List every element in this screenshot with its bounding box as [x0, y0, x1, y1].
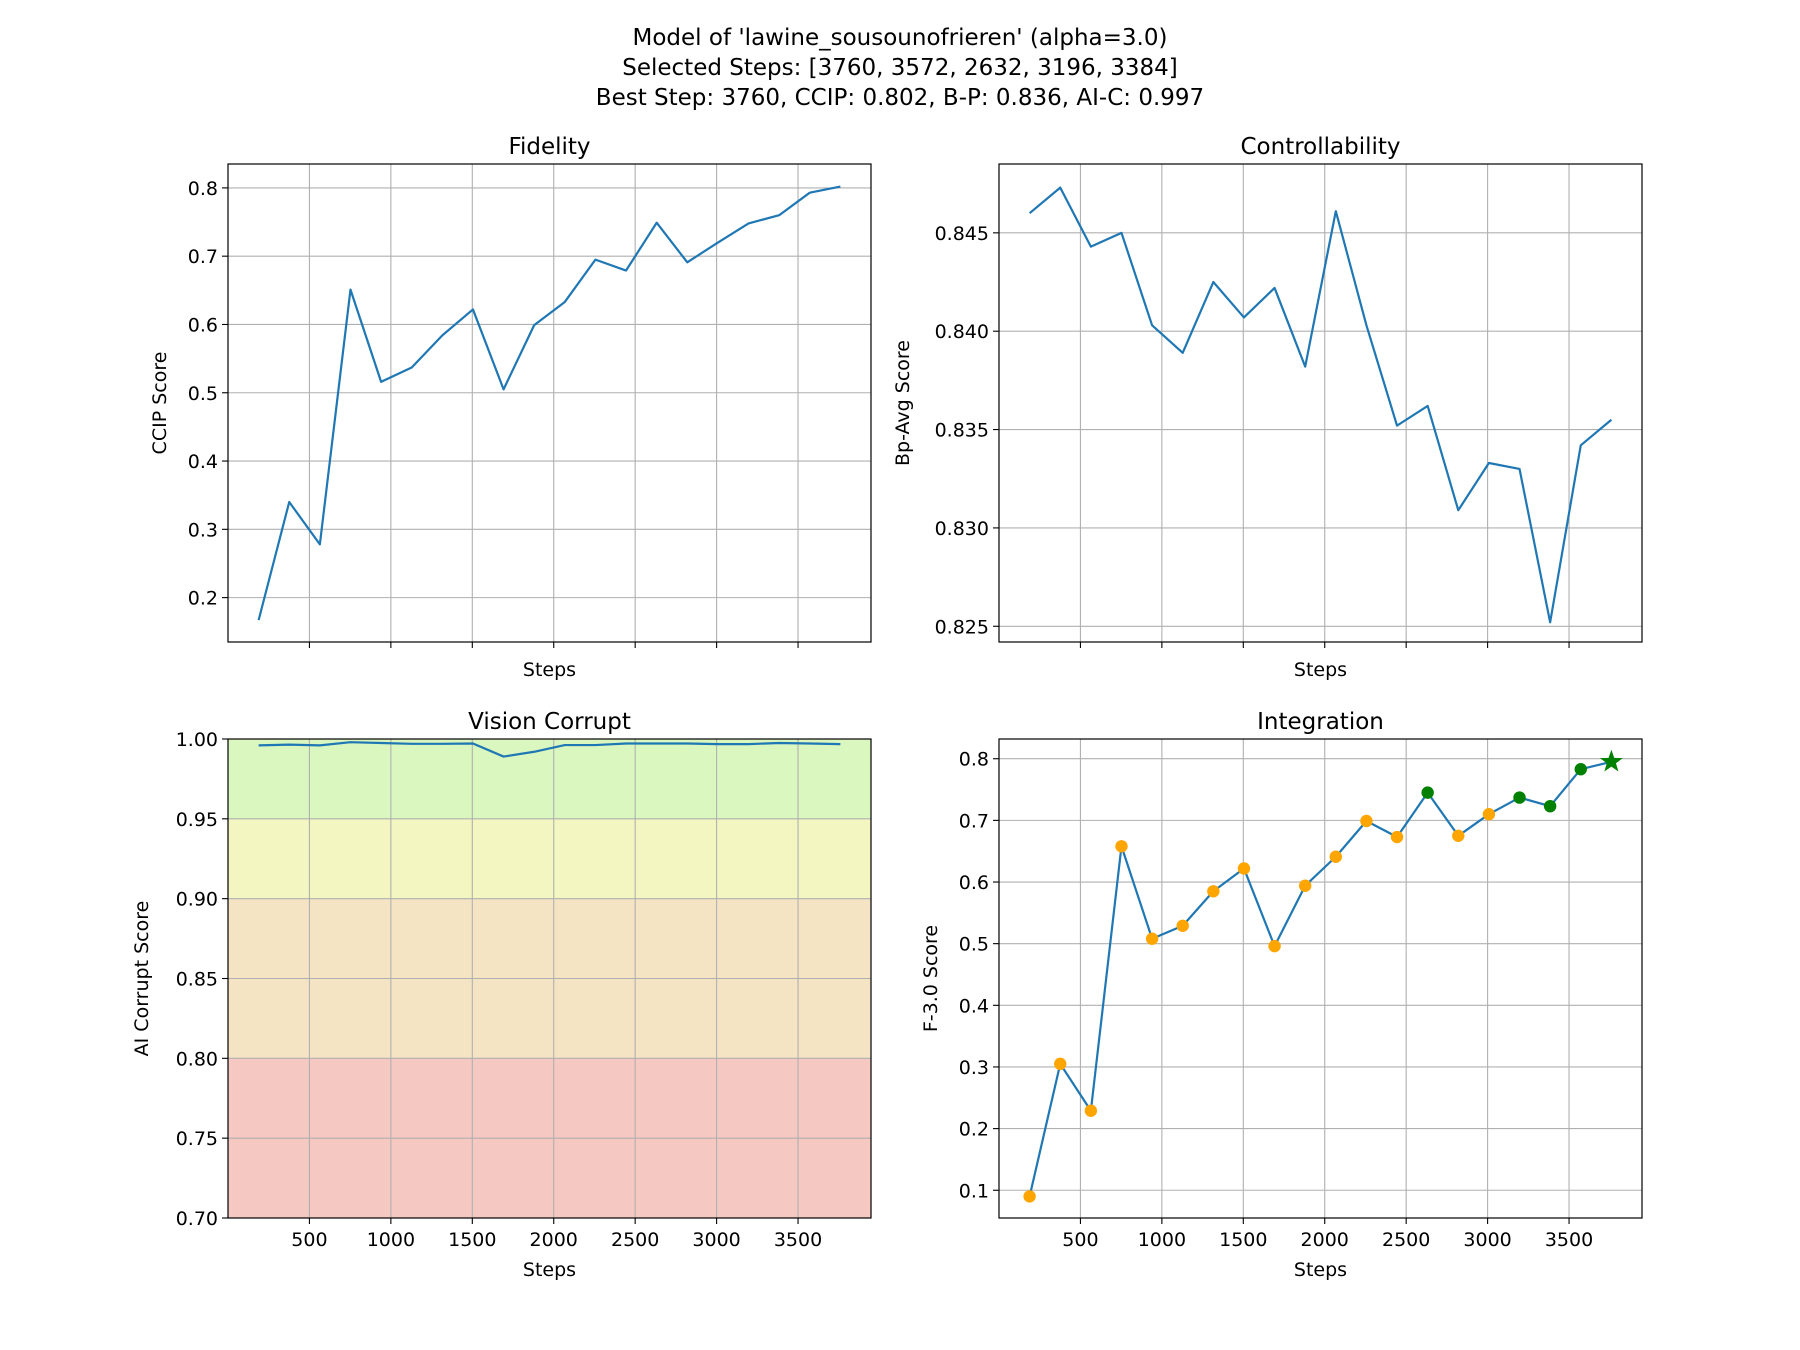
vision-corrupt-band-0: [228, 739, 871, 819]
integration-ytick-label-5: 0.6: [959, 872, 989, 894]
integration-xtick-label-2: 1500: [1219, 1229, 1267, 1251]
vision-corrupt-ytick-label-3: 0.85: [176, 969, 218, 991]
vision-corrupt-xlabel: Steps: [523, 1259, 576, 1281]
vision-corrupt-xtick-label-3: 2000: [530, 1229, 578, 1251]
controllability-ytick-label-1: 0.830: [935, 518, 989, 540]
integration-xtick-label-0: 500: [1062, 1229, 1098, 1251]
fidelity-ytick-label-6: 0.8: [188, 178, 218, 200]
vision-corrupt-ytick-label-4: 0.90: [176, 889, 218, 911]
controllability-xlabel: Steps: [1294, 659, 1347, 681]
fidelity-series-line: [257, 185, 841, 621]
integration-xtick-label-1: 1000: [1138, 1229, 1186, 1251]
integration-ytick-label-7: 0.8: [959, 749, 989, 771]
integration-ytick-label-2: 0.3: [959, 1057, 989, 1079]
integration-ytick-label-3: 0.4: [959, 995, 989, 1017]
integration-ytick-label-6: 0.7: [959, 810, 989, 832]
vision-corrupt-series-line: [258, 741, 841, 758]
fidelity-ylabel: CCIP Score: [149, 352, 171, 455]
controllability-ytick-label-3: 0.840: [935, 321, 989, 343]
integration-ylabel: F-3.0 Score: [920, 925, 942, 1032]
integration-point-3: [1115, 840, 1128, 853]
integration-point-5: [1176, 919, 1189, 932]
controllability-ytick-label-4: 0.845: [935, 223, 989, 245]
integration-series-line: [1028, 760, 1612, 1197]
fidelity-title: Fidelity: [508, 134, 590, 160]
fidelity-ytick-label-0: 0.2: [188, 588, 218, 610]
integration-xtick-label-5: 3000: [1463, 1229, 1511, 1251]
integration-ytick-label-4: 0.5: [959, 934, 989, 956]
fidelity-ytick-label-2: 0.4: [188, 451, 218, 473]
integration-point-8: [1268, 939, 1281, 953]
integration-point-6: [1207, 885, 1220, 898]
vision-corrupt-panel: 500 1000 1500 2000 2500 3000 3500 0.70 0.75 0.80 0…: [131, 709, 872, 1281]
integration-point-4: [1145, 932, 1159, 945]
integration-point-7: [1237, 862, 1251, 875]
controllability-axes-frame: [998, 163, 1643, 643]
figure-title-line-2: Selected Steps: [3760, 3572, 2632, 3196,…: [622, 55, 1178, 81]
integration-panel: 500 1000 1500 2000 2500 3000 3500 0.1 0.2 0.3 0.4 0…: [920, 709, 1643, 1281]
fidelity-ytick-label-4: 0.6: [188, 314, 218, 336]
integration-point-18: [1574, 763, 1587, 776]
fidelity-ytick-label-3: 0.5: [188, 383, 218, 405]
integration-point-11: [1360, 814, 1373, 828]
integration-point-15: [1482, 808, 1496, 821]
integration-best-star-marker: [1599, 749, 1623, 772]
vision-corrupt-xtick-label-6: 3500: [774, 1229, 822, 1251]
controllability-series-line: [1028, 186, 1613, 624]
figure-title: Model of 'lawine_sousounofrieren' (alpha…: [596, 25, 1204, 111]
integration-point-16: [1513, 791, 1526, 804]
vision-corrupt-xtick-label-1: 1000: [367, 1229, 415, 1251]
vision-corrupt-ylabel: AI Corrupt Score: [131, 901, 153, 1057]
controllability-title: Controllability: [1240, 134, 1400, 160]
integration-point-13: [1421, 786, 1434, 799]
vision-corrupt-ytick-label-1: 0.75: [176, 1128, 218, 1150]
integration-point-1: [1054, 1057, 1067, 1071]
controllability-ytick-label-0: 0.825: [935, 616, 989, 638]
fidelity-panel: 0.2 0.3 0.4 0.5 0.6 0.7 0.8 Fidelity Steps CCIP S…: [149, 134, 872, 681]
vision-corrupt-xtick-label-5: 3000: [692, 1229, 740, 1251]
vision-corrupt-ytick-label-5: 0.95: [176, 809, 218, 831]
vision-corrupt-band-1: [228, 818, 871, 899]
integration-point-0: [1023, 1190, 1036, 1203]
integration-xtick-label-3: 2000: [1301, 1229, 1349, 1251]
controllability-ytick-label-2: 0.835: [935, 420, 989, 442]
integration-xtick-label-4: 2500: [1382, 1229, 1430, 1251]
integration-xlabel: Steps: [1294, 1259, 1347, 1281]
vision-corrupt-xtick-label-4: 2500: [611, 1229, 659, 1251]
integration-title: Integration: [1257, 709, 1384, 735]
fidelity-ytick-label-5: 0.7: [188, 246, 218, 268]
integration-xtick-label-6: 3500: [1545, 1229, 1593, 1251]
vision-corrupt-xtick-label-0: 500: [291, 1229, 327, 1251]
controllability-ylabel: Bp-Avg Score: [892, 340, 914, 466]
vision-corrupt-xtick-label-2: 1500: [448, 1229, 496, 1251]
fidelity-xlabel: Steps: [523, 659, 576, 681]
integration-ytick-label-0: 0.1: [959, 1180, 989, 1202]
vision-corrupt-ytick-label-6: 1.00: [176, 729, 218, 751]
integration-point-12: [1390, 830, 1404, 844]
figure-title-line-3: Best Step: 3760, CCIP: 0.802, B-P: 0.836…: [596, 85, 1204, 111]
integration-point-9: [1298, 879, 1312, 892]
integration-point-2: [1084, 1104, 1098, 1117]
integration-axes-frame: [998, 738, 1643, 1219]
integration-point-10: [1329, 850, 1343, 863]
vision-corrupt-title: Vision Corrupt: [468, 709, 631, 735]
fidelity-axes-frame: [227, 163, 872, 643]
vision-corrupt-ytick-label-2: 0.80: [176, 1048, 218, 1070]
integration-ytick-label-1: 0.2: [959, 1119, 989, 1141]
figure-title-line-1: Model of 'lawine_sousounofrieren' (alpha…: [633, 25, 1168, 51]
vision-corrupt-ytick-label-0: 0.70: [176, 1208, 218, 1230]
integration-point-14: [1452, 829, 1465, 842]
fidelity-ytick-label-1: 0.3: [188, 519, 218, 541]
controllability-panel: 0.825 0.830 0.835 0.840 0.845 Controllability…: [892, 134, 1643, 681]
integration-point-17: [1543, 799, 1557, 813]
